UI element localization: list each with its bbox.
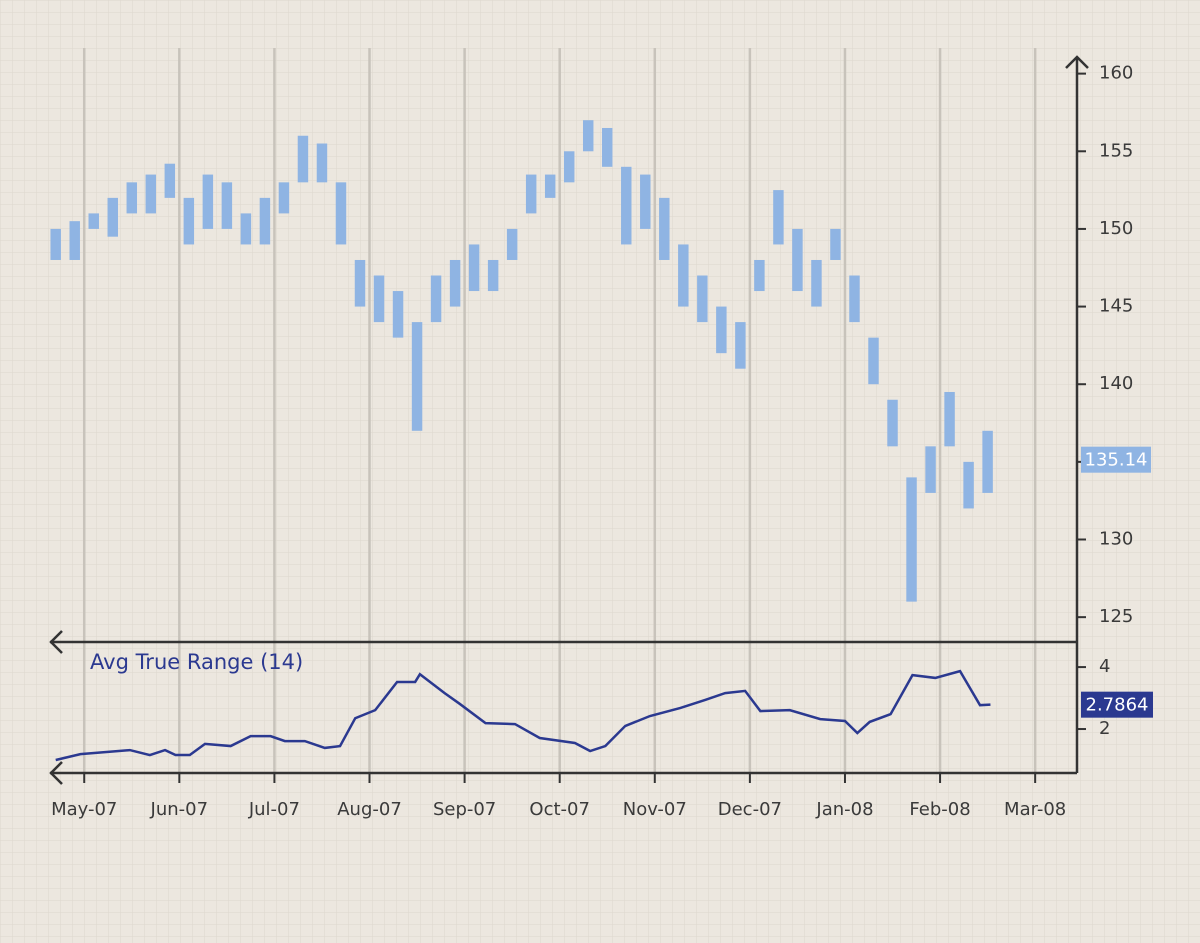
price-bar — [145, 174, 157, 214]
price-bar — [811, 259, 822, 307]
price-bar — [259, 197, 271, 245]
price-bar — [563, 151, 575, 183]
price-bar — [468, 244, 480, 292]
price-bar — [430, 275, 442, 323]
price-bar — [697, 275, 708, 323]
price-bar — [849, 275, 860, 323]
y-tick-label: 4 — [1099, 656, 1110, 677]
price-bar — [50, 228, 61, 260]
price-bar — [735, 322, 746, 369]
y-tick-label: 150 — [1099, 218, 1133, 239]
price-bar — [754, 259, 765, 292]
grid — [82, 48, 1037, 773]
marks — [50, 120, 993, 762]
price-bar — [640, 174, 651, 229]
x-tick-label: Feb-08 — [909, 799, 970, 820]
price-bar — [183, 197, 195, 245]
x-tick-label: Oct-07 — [529, 799, 590, 820]
price-bar — [582, 120, 594, 152]
price-bar — [982, 430, 993, 493]
y-tick-label: 2 — [1099, 718, 1110, 739]
y-tick-label: 140 — [1099, 373, 1133, 394]
price-bar — [297, 135, 309, 183]
price-bar — [525, 174, 537, 214]
price-bar — [602, 127, 613, 167]
x-tick-label: Aug-07 — [337, 799, 402, 820]
price-bar — [830, 228, 841, 260]
price-bar — [906, 477, 917, 602]
axes — [49, 55, 1089, 785]
price-bar — [164, 163, 176, 198]
indicator-title: Avg True Range (14) — [90, 650, 303, 674]
atr-line — [55, 669, 991, 762]
x-tick-label: Sep-07 — [433, 799, 496, 820]
price-bar — [868, 337, 879, 385]
price-bar — [887, 399, 898, 447]
price-bar — [716, 306, 727, 354]
price-bar — [69, 221, 80, 260]
price-bar — [221, 182, 233, 229]
price-bar — [126, 182, 138, 214]
price-bar — [773, 190, 784, 245]
y-tick-label: 125 — [1099, 606, 1133, 627]
price-bar — [202, 174, 214, 229]
price-bar — [411, 322, 423, 431]
price-bar — [544, 174, 556, 198]
price-bar — [335, 182, 347, 245]
price-bar — [925, 446, 936, 493]
x-tick-label: Jun-07 — [150, 799, 209, 820]
y-tick-label: 155 — [1099, 140, 1133, 161]
price-bar — [487, 259, 499, 292]
x-tick-label: Jul-07 — [248, 799, 300, 820]
price-bar — [944, 391, 955, 447]
price-bar — [659, 197, 670, 260]
price-bar — [506, 228, 518, 260]
price-bar — [792, 228, 803, 292]
x-tick-label: May-07 — [51, 799, 117, 820]
x-tick-label: Dec-07 — [718, 799, 782, 820]
y-tick-label: 145 — [1099, 296, 1133, 317]
last-value-badge — [1081, 691, 1153, 718]
price-bar — [373, 275, 385, 323]
price-bar — [678, 244, 689, 307]
last-value-badge — [1081, 446, 1151, 473]
x-tick-label: Nov-07 — [623, 799, 687, 820]
price-bar — [621, 166, 632, 245]
price-bar — [88, 213, 99, 229]
last-value-label: 2.7864 — [1086, 695, 1149, 716]
price-bar — [392, 291, 404, 338]
price-bar — [449, 259, 461, 307]
y-tick-label: 130 — [1099, 529, 1133, 550]
y-tick-label: 160 — [1099, 63, 1133, 84]
last-value-label: 135.14 — [1085, 450, 1148, 471]
x-tick-label: Mar-08 — [1004, 799, 1066, 820]
price-bar — [963, 461, 974, 509]
price-bar — [240, 213, 252, 245]
price-bar — [354, 259, 366, 307]
price-bar — [278, 182, 290, 214]
price-bar — [107, 197, 118, 237]
price-bar — [316, 143, 328, 183]
x-tick-label: Jan-08 — [815, 799, 873, 820]
